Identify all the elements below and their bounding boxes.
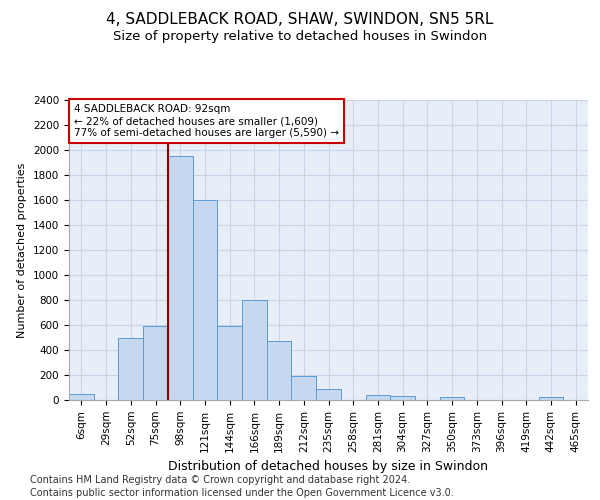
Bar (292, 376, 316, 400)
Bar (217, 326, 242, 400)
Text: 4, SADDLEBACK ROAD, SHAW, SWINDON, SN5 5RL: 4, SADDLEBACK ROAD, SHAW, SWINDON, SN5 5… (106, 12, 494, 28)
Bar (267, 341, 292, 400)
X-axis label: Distribution of detached houses by size in Swindon: Distribution of detached houses by size … (169, 460, 488, 473)
Bar (242, 300, 267, 400)
Bar (69, 394, 94, 400)
Bar (193, 200, 217, 400)
Bar (143, 326, 168, 400)
Y-axis label: Number of detached properties: Number of detached properties (17, 162, 28, 338)
Text: Size of property relative to detached houses in Swindon: Size of property relative to detached ho… (113, 30, 487, 43)
Bar (440, 397, 464, 400)
Bar (365, 395, 390, 400)
Text: Contains public sector information licensed under the Open Government Licence v3: Contains public sector information licen… (30, 488, 454, 498)
Text: 4 SADDLEBACK ROAD: 92sqm
← 22% of detached houses are smaller (1,609)
77% of sem: 4 SADDLEBACK ROAD: 92sqm ← 22% of detach… (74, 104, 339, 138)
Bar (316, 390, 341, 400)
Bar (118, 338, 143, 400)
Bar (539, 397, 563, 400)
Bar (168, 156, 193, 400)
Text: Contains HM Land Registry data © Crown copyright and database right 2024.: Contains HM Land Registry data © Crown c… (30, 475, 410, 485)
Bar (390, 396, 415, 400)
